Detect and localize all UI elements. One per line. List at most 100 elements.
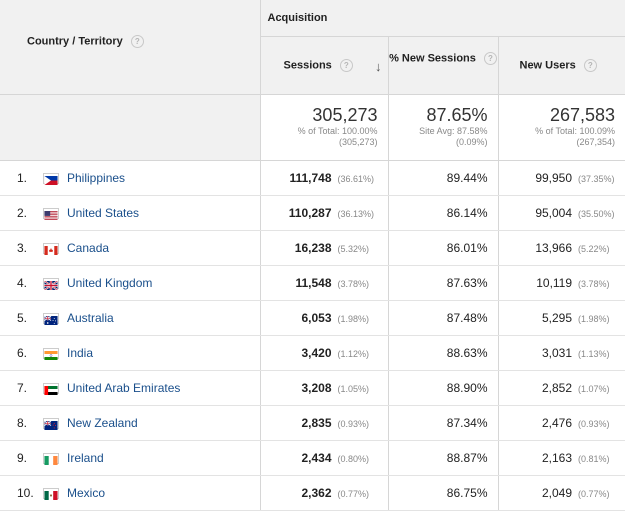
table-row: 7. United Arab Emirates 3,208 (1.05%) 88.90%… bbox=[0, 370, 625, 406]
country-cell: 5. Australia bbox=[0, 300, 260, 336]
row-index: 6. bbox=[17, 345, 28, 360]
table-row: 1. Philippines 111,748 (36.61%) 89.44% 99,950… bbox=[0, 160, 625, 196]
sessions-cell: 16,238 (5.32%) bbox=[259, 230, 388, 266]
new-users-value: 99,950 bbox=[535, 170, 573, 185]
new-users-percent: (1.98%) bbox=[578, 313, 610, 324]
sessions-cell: 3,420 (1.12%) bbox=[259, 335, 388, 371]
flag-ca-icon bbox=[43, 242, 59, 255]
country-link[interactable]: India bbox=[67, 345, 94, 360]
row-index: 5. bbox=[17, 310, 28, 325]
sessions-column-header[interactable]: Sessions? ↓ bbox=[259, 36, 388, 95]
table-row: 3. Canada 16,238 (5.32%) 86.01% 13,966 (5.22%) bbox=[0, 230, 625, 266]
new-sessions-cell: 87.48% bbox=[387, 300, 498, 336]
help-icon[interactable]: ? bbox=[130, 35, 144, 49]
new-users-percent: (0.81%) bbox=[578, 453, 610, 464]
totals-new-users-sub2: (267,354) bbox=[576, 136, 616, 147]
sessions-value: 2,835 bbox=[301, 415, 332, 430]
sessions-percent: (36.13%) bbox=[337, 208, 375, 219]
help-icon[interactable]: ? bbox=[583, 58, 597, 72]
country-cell: 9. Ireland bbox=[0, 440, 260, 476]
country-cell: 3. Canada bbox=[0, 230, 260, 266]
country-cell: 4. United Kingdom bbox=[0, 265, 260, 301]
new-users-cell: 99,950 (37.35%) bbox=[497, 160, 625, 196]
country-link[interactable]: Australia bbox=[67, 310, 114, 325]
new-sessions-value: 88.63% bbox=[446, 345, 488, 360]
new-users-cell: 2,476 (0.93%) bbox=[497, 405, 625, 441]
country-link[interactable]: Philippines bbox=[67, 170, 126, 185]
new-users-percent: (0.77%) bbox=[578, 488, 610, 499]
acquisition-group-header: Acquisition bbox=[259, 0, 625, 37]
sessions-percent: (0.80%) bbox=[337, 453, 370, 464]
totals-sessions-value: 305,273 bbox=[312, 104, 378, 125]
flag-ae-icon bbox=[43, 382, 59, 395]
country-link[interactable]: Canada bbox=[67, 240, 110, 255]
sessions-value: 3,420 bbox=[301, 345, 332, 360]
totals-new-users: 267,583 % of Total: 100.09% (267,354) bbox=[497, 94, 625, 161]
country-link[interactable]: New Zealand bbox=[67, 415, 138, 430]
sort-descending-icon[interactable]: ↓ bbox=[375, 58, 382, 74]
new-users-cell: 2,852 (1.07%) bbox=[497, 370, 625, 406]
country-cell: 7. United Arab Emirates bbox=[0, 370, 260, 406]
sessions-header-label: Sessions bbox=[283, 58, 332, 71]
sessions-cell: 2,835 (0.93%) bbox=[259, 405, 388, 441]
sessions-percent: (0.93%) bbox=[337, 418, 370, 429]
help-icon[interactable]: ? bbox=[483, 51, 497, 65]
country-link[interactable]: Mexico bbox=[67, 485, 106, 500]
new-users-cell: 2,049 (0.77%) bbox=[497, 475, 625, 511]
sessions-value: 110,287 bbox=[288, 205, 332, 220]
country-link[interactable]: United States bbox=[67, 205, 140, 220]
country-cell: 1. Philippines bbox=[0, 160, 260, 196]
new-users-percent: (1.07%) bbox=[578, 383, 610, 394]
country-column-header[interactable]: Country / Territory? bbox=[0, 0, 260, 95]
sessions-value: 2,362 bbox=[301, 485, 332, 500]
new-sessions-value: 86.01% bbox=[446, 240, 488, 255]
flag-in-icon bbox=[43, 347, 59, 360]
table-row: 2. United States 110,287 (36.13%) 86.14% 95,0… bbox=[0, 195, 625, 231]
new-users-cell: 95,004 (35.50%) bbox=[497, 195, 625, 231]
row-index: 1. bbox=[17, 170, 28, 185]
table-row: 8. New Zealand 2,835 (0.93%) 87.34% 2,476 (0.9… bbox=[0, 405, 625, 441]
country-link[interactable]: United Kingdom bbox=[67, 275, 153, 290]
country-cell: 2. United States bbox=[0, 195, 260, 231]
country-link[interactable]: Ireland bbox=[67, 450, 104, 465]
sessions-value: 3,208 bbox=[301, 380, 332, 395]
new-users-value: 2,163 bbox=[542, 450, 573, 465]
country-header-label: Country / Territory bbox=[27, 35, 123, 48]
new-sessions-value: 88.90% bbox=[446, 380, 488, 395]
sessions-percent: (3.78%) bbox=[337, 278, 370, 289]
table-row: 6. India 3,420 (1.12%) 88.63% 3,031 (1.13%) bbox=[0, 335, 625, 371]
totals-new-sessions: 87.65% Site Avg: 87.58% (0.09%) bbox=[387, 94, 498, 161]
flag-gb-icon bbox=[43, 277, 59, 291]
sessions-cell: 11,548 (3.78%) bbox=[259, 265, 388, 301]
new-users-cell: 13,966 (5.22%) bbox=[497, 230, 625, 266]
country-link[interactable]: United Arab Emirates bbox=[67, 380, 181, 395]
row-index: 10. bbox=[17, 485, 34, 500]
new-users-percent: (37.35%) bbox=[578, 173, 615, 184]
sessions-value: 6,053 bbox=[301, 310, 332, 325]
row-index: 4. bbox=[17, 275, 28, 290]
sessions-percent: (0.77%) bbox=[337, 488, 370, 499]
new-users-column-header[interactable]: New Users? bbox=[497, 36, 625, 95]
flag-us-icon bbox=[43, 207, 59, 220]
new-sessions-header-label: % New Sessions bbox=[389, 51, 476, 64]
sessions-percent: (5.32%) bbox=[337, 243, 370, 254]
country-cell: 8. New Zealand bbox=[0, 405, 260, 441]
sessions-cell: 111,748 (36.61%) bbox=[259, 160, 388, 196]
new-sessions-cell: 88.87% bbox=[387, 440, 498, 476]
sessions-cell: 6,053 (1.98%) bbox=[259, 300, 388, 336]
new-sessions-cell: 86.75% bbox=[387, 475, 498, 511]
new-sessions-column-header[interactable]: % New Sessions? bbox=[387, 36, 498, 95]
totals-new-sessions-sub2: (0.09%) bbox=[455, 136, 488, 147]
new-users-header-label: New Users bbox=[519, 58, 576, 71]
help-icon[interactable]: ? bbox=[339, 58, 353, 72]
new-sessions-value: 89.44% bbox=[446, 170, 488, 185]
new-users-value: 2,049 bbox=[542, 485, 573, 500]
table-row: 5. Australia 6,053 (1.98%) 87.48% 5,295 (1.98%… bbox=[0, 300, 625, 336]
flag-ph-icon bbox=[43, 172, 59, 185]
country-cell: 6. India bbox=[0, 335, 260, 371]
new-sessions-value: 88.87% bbox=[446, 450, 488, 465]
row-index: 7. bbox=[17, 380, 28, 395]
table-row: 10. Mexico 2,362 (0.77%) 86.75% 2,049 (0.77%) bbox=[0, 475, 625, 511]
sessions-cell: 2,362 (0.77%) bbox=[259, 475, 388, 511]
row-index: 3. bbox=[17, 240, 28, 255]
